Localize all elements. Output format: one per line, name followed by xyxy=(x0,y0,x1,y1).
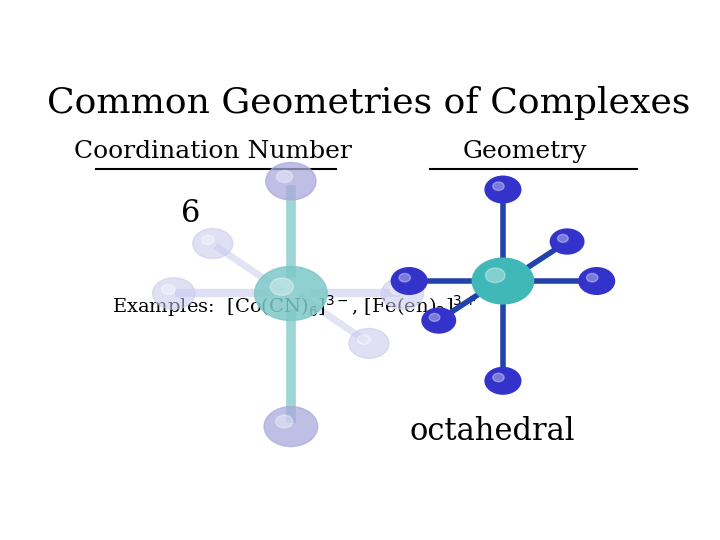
Circle shape xyxy=(390,285,404,295)
Circle shape xyxy=(202,235,214,245)
Circle shape xyxy=(579,268,615,294)
Text: Geometry: Geometry xyxy=(463,140,588,163)
Circle shape xyxy=(382,278,423,309)
Circle shape xyxy=(429,313,440,321)
Circle shape xyxy=(270,278,294,295)
Circle shape xyxy=(587,273,598,282)
Circle shape xyxy=(485,368,521,394)
Circle shape xyxy=(264,407,318,447)
Circle shape xyxy=(161,285,175,295)
Text: Common Geometries of Complexes: Common Geometries of Complexes xyxy=(48,85,690,119)
Circle shape xyxy=(399,273,410,282)
Text: Coordination Number: Coordination Number xyxy=(74,140,351,163)
Text: Examples:  [Co(CN)$_6$]$^{3-}$, [Fe(en)$_3$]$^{3+}$: Examples: [Co(CN)$_6$]$^{3-}$, [Fe(en)$_… xyxy=(112,293,477,319)
Circle shape xyxy=(358,335,370,345)
Circle shape xyxy=(255,266,327,321)
Circle shape xyxy=(492,182,504,191)
Circle shape xyxy=(422,308,456,333)
Text: 6: 6 xyxy=(181,198,200,229)
Circle shape xyxy=(485,268,505,282)
Circle shape xyxy=(193,228,233,259)
Circle shape xyxy=(266,163,316,200)
Circle shape xyxy=(485,176,521,203)
Circle shape xyxy=(472,258,534,304)
Circle shape xyxy=(153,278,195,309)
Circle shape xyxy=(492,373,504,382)
Circle shape xyxy=(392,268,427,294)
Circle shape xyxy=(557,234,568,242)
Circle shape xyxy=(276,171,292,183)
Circle shape xyxy=(349,328,389,359)
Circle shape xyxy=(276,415,293,428)
Circle shape xyxy=(550,229,584,254)
Text: octahedral: octahedral xyxy=(409,416,575,447)
